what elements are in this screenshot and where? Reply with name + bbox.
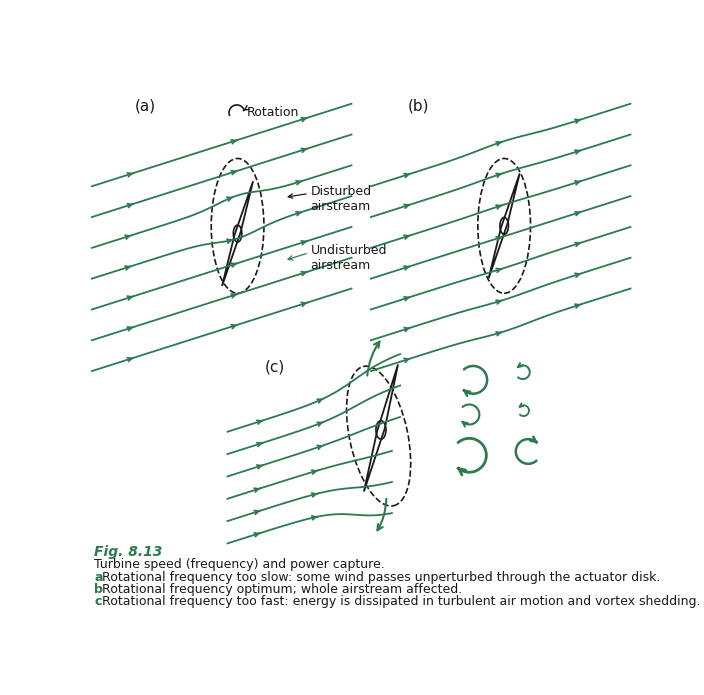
Text: Rotation: Rotation: [247, 106, 299, 119]
Text: (c): (c): [265, 359, 285, 374]
Text: Rotational frequency too slow: some wind passes unperturbed through the actuator: Rotational frequency too slow: some wind…: [102, 571, 660, 584]
Text: Rotational frequency too fast: energy is dissipated in turbulent air motion and : Rotational frequency too fast: energy is…: [102, 596, 700, 608]
Text: b: b: [94, 583, 103, 596]
Text: Rotational frequency optimum; whole airstream affected.: Rotational frequency optimum; whole airs…: [102, 583, 463, 596]
Text: Undisturbed
airstream: Undisturbed airstream: [310, 243, 387, 272]
Text: Disturbed
airstream: Disturbed airstream: [310, 185, 372, 213]
Text: (a): (a): [134, 99, 156, 114]
Text: Turbine speed (frequency) and power capture.: Turbine speed (frequency) and power capt…: [94, 559, 385, 571]
Text: a: a: [94, 571, 103, 584]
Text: c: c: [94, 596, 101, 608]
Text: Fig. 8.13: Fig. 8.13: [94, 546, 163, 559]
Text: (b): (b): [408, 99, 429, 114]
